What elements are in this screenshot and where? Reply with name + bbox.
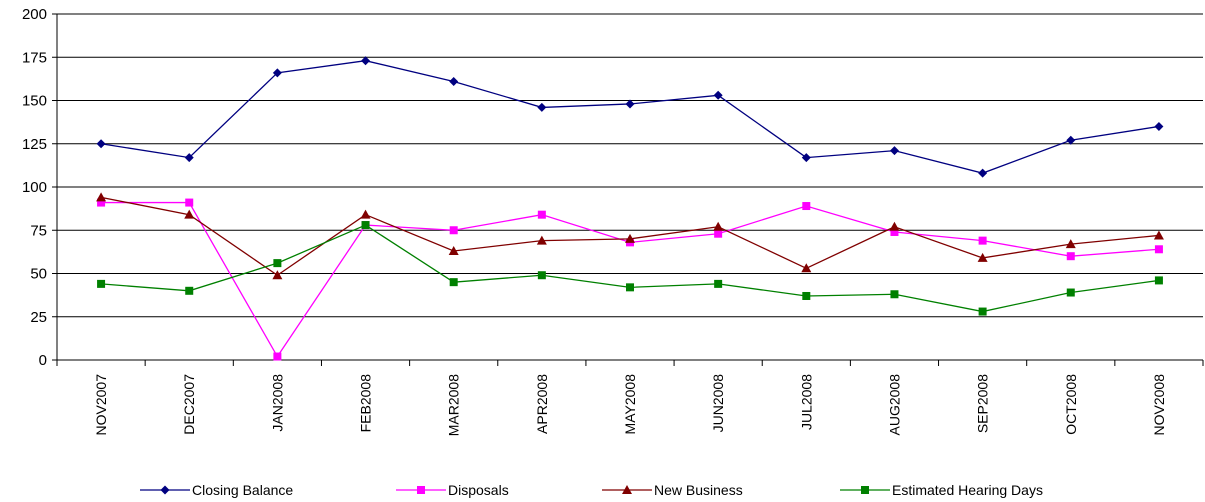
axes: 0 25 50 75 100 125 150 175 200 NOV2007 DEC2007 JAN2… [22,6,1204,436]
data-point [1066,288,1075,297]
x-tick-label: JAN2008 [269,374,285,432]
data-point [96,192,107,202]
data-point [97,279,106,288]
series-disposals [97,198,1163,361]
data-point [361,221,370,230]
data-point [1154,245,1163,254]
data-point [272,68,282,78]
data-point [1065,239,1076,249]
x-tick-label: SEP2008 [975,374,991,433]
data-point [978,307,987,316]
y-tick-label: 175 [22,49,47,66]
data-point [272,270,283,280]
data-point [273,259,282,268]
data-point [713,221,724,231]
y-tick-label: 100 [22,179,47,196]
data-point [537,210,546,219]
x-tick-label: DEC2007 [181,374,197,435]
data-point [449,278,458,287]
data-point [889,221,900,231]
data-point [96,139,106,149]
x-tick-label: NOV2008 [1151,374,1167,436]
x-tick-label: JUN2008 [710,374,726,433]
data-point [713,90,723,100]
legend-marker [622,485,632,494]
data-point [184,153,194,163]
legend-item: New Business [602,482,743,498]
y-tick-label: 150 [22,93,47,110]
data-point [97,198,106,207]
data-point [537,102,547,112]
legend-label: Disposals [448,482,509,498]
data-point [802,291,811,300]
data-point [1154,121,1164,131]
legend: Closing Balance Disposals New Business Esti… [140,482,1043,498]
data-point [890,227,899,236]
y-tick-label: 50 [30,266,47,283]
data-point [1154,276,1163,285]
x-tick-label: AUG2008 [886,374,902,436]
y-tick-label: 25 [30,309,47,326]
series-closing-balance [96,56,1164,178]
data-point [449,76,459,86]
data-point [1066,135,1076,145]
data-point [889,146,899,156]
y-tick-label: 200 [22,6,47,23]
x-tick-label: OCT2008 [1063,374,1079,435]
x-tick-label: JUL2008 [798,374,814,430]
data-point [449,226,458,235]
data-point [890,290,899,299]
legend-label: New Business [654,482,743,498]
data-point [978,168,988,178]
data-point [185,286,194,295]
data-point [801,263,812,273]
x-tick-label: NOV2007 [93,374,109,436]
legend-marker [861,486,869,494]
data-point [1066,252,1075,261]
data-point [361,56,371,66]
data-point [448,246,459,256]
y-tick-label: 125 [22,136,47,153]
data-point [802,202,811,211]
legend-item: Estimated Hearing Days [840,482,1043,498]
y-tick-label: 0 [39,352,47,369]
series-line [101,201,1159,358]
data-point [1153,230,1164,240]
legend-marker [160,485,170,495]
legend-item: Closing Balance [140,482,293,498]
data-point [714,229,723,238]
data-point [536,235,547,245]
data-point [537,271,546,280]
series-estimated-hearing-days [97,221,1163,316]
y-tick-label: 75 [30,222,47,239]
data-point [185,198,194,207]
data-point [626,283,634,292]
x-tick-label: APR2008 [534,374,550,434]
data-point [977,252,988,262]
data-point [625,99,635,109]
x-tick-label: MAY2008 [622,374,638,435]
series-new-business [96,192,1164,280]
data-point [714,279,723,288]
legend-marker [417,486,425,494]
data-point [184,209,195,219]
x-tick-label: FEB2008 [358,374,374,433]
series-line [100,60,1160,174]
legend-item: Disposals [396,482,509,498]
data-point [273,352,282,361]
series-lines [96,56,1164,361]
data-point [625,233,635,243]
legend-label: Closing Balance [192,482,293,498]
data-point [360,209,371,219]
x-tick-label: MAR2008 [446,374,462,436]
data-point [801,153,811,163]
data-point [978,236,987,245]
legend-label: Estimated Hearing Days [892,482,1043,498]
